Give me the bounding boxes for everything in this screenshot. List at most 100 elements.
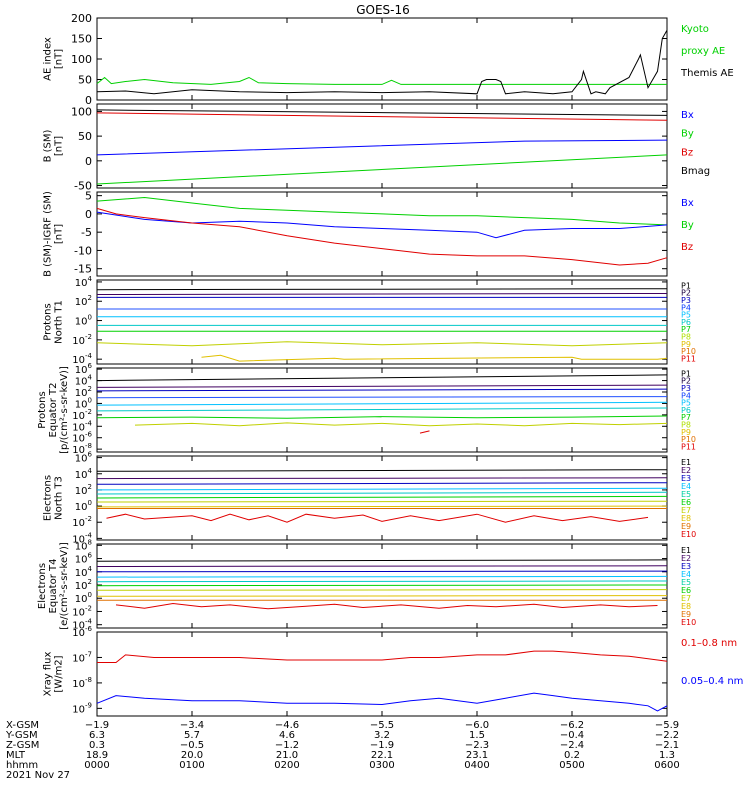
y-tick-label: 108	[75, 538, 92, 552]
series-line-p9	[134, 422, 668, 427]
x-axis-value: 23.1	[466, 750, 488, 761]
y-axis-label: [e/(cm²-s-sr-keV)]	[59, 542, 70, 630]
series-line-p11	[419, 430, 430, 434]
y-axis-label: North T3	[54, 476, 65, 520]
y-axis-label: [nT]	[54, 49, 65, 69]
legend-entry: E10	[681, 618, 696, 627]
legend-entry: E6	[681, 498, 691, 507]
y-tick-label: 200	[71, 12, 92, 25]
x-axis-value: 1.3	[659, 750, 675, 761]
series-line-e4	[96, 575, 668, 578]
y-tick-label: 0	[85, 208, 92, 221]
series-line-p2	[96, 293, 668, 295]
y-tick-label: 104	[75, 467, 93, 481]
y-tick-label: 0	[85, 155, 92, 168]
series-line-bz	[96, 207, 668, 266]
y-tick-label: 100	[71, 105, 92, 118]
y-tick-label: 104	[75, 374, 93, 388]
series-line-e2	[96, 477, 668, 480]
series-line-e7	[96, 500, 668, 503]
y-tick-label: 106	[75, 362, 93, 376]
y-tick-label: 102	[75, 483, 92, 497]
x-axis-value: −2.3	[465, 740, 489, 751]
y-tick-label: 150	[71, 33, 92, 46]
x-axis-value: 6.3	[89, 730, 105, 741]
x-axis-value: −1.9	[370, 740, 394, 751]
y-axis-label: B (SM)-IGRF (SM)	[43, 191, 54, 277]
series-line-e10	[115, 602, 658, 610]
series-line-e3	[96, 570, 668, 573]
series-line-e1	[96, 469, 668, 472]
series-line-e8	[96, 595, 668, 597]
legend-entry: P3	[681, 384, 691, 393]
series-line-p5	[96, 401, 668, 406]
y-tick-label: 106	[75, 451, 93, 465]
series-line-bmag	[96, 109, 668, 116]
legend-entry: P11	[681, 354, 696, 363]
y-tick-label: -5	[81, 226, 92, 239]
y-tick-label: 100	[71, 53, 92, 66]
x-axis-value: 4.6	[279, 730, 295, 741]
y-axis-label: North T1	[54, 300, 65, 344]
panel-bigrf: 5 0 -5 -10 -15 B (SM)-IGRF (SM) [nT] Bx By Bz	[43, 190, 694, 277]
panel-frame	[96, 17, 668, 101]
x-axis-value: 21.0	[276, 750, 298, 761]
series-line-p1	[96, 374, 668, 382]
legend-entry: E2	[681, 554, 691, 563]
y-tick-label: 10-2	[72, 408, 92, 422]
panel-frame	[96, 631, 668, 717]
y-tick-label: 10-2	[72, 604, 92, 618]
legend-entry: E6	[681, 586, 691, 595]
legend-entry: Bz	[681, 242, 693, 253]
y-tick-label: 5	[85, 190, 92, 203]
y-tick-label: 10-6	[72, 625, 92, 639]
panel-frame	[96, 279, 668, 365]
legend-entry: E9	[681, 522, 691, 531]
x-axis-value: 0600	[654, 760, 679, 771]
series-line-e1	[96, 559, 668, 562]
legend-entry: P7	[681, 413, 691, 422]
legend-entry: P2	[681, 377, 691, 386]
series-line-kyoto-proxy-ae	[96, 76, 667, 85]
series-line-p6	[96, 407, 668, 412]
x-axis-value: −3.4	[180, 720, 204, 731]
legend-entry: P3	[681, 296, 691, 305]
x-axis-value: 5.7	[184, 730, 200, 741]
x-axis-value: 0.2	[564, 750, 580, 761]
legend-entry: E5	[681, 578, 691, 587]
legend-entry: P5	[681, 311, 691, 320]
legend-entry: P1	[681, 369, 691, 378]
series-line-e5	[96, 491, 668, 495]
x-axis-value: −2.2	[655, 730, 679, 741]
y-tick-label: 10-4	[72, 419, 92, 433]
legend-entry: P6	[681, 406, 691, 415]
x-axis-value: −1.9	[85, 720, 109, 731]
y-tick-label: 10-7	[72, 650, 92, 664]
legend-entry: By	[681, 129, 694, 140]
y-tick-label: 100	[75, 499, 92, 513]
legend-entry: E9	[681, 610, 691, 619]
plot-title: GOES-16	[356, 3, 410, 17]
y-tick-label: 10-4	[72, 352, 92, 366]
series-line-p9	[201, 354, 668, 362]
y-tick-label: 50	[78, 74, 92, 87]
legend-entry: P9	[681, 428, 691, 437]
x-axis-value: 22.1	[371, 750, 393, 761]
legend-entry: E8	[681, 514, 691, 523]
legend-entry: Bmag	[681, 166, 710, 177]
x-axis-row-label: Y-GSM	[5, 730, 38, 741]
legend-entry: P1	[681, 281, 691, 290]
legend-entry: Bx	[681, 110, 694, 121]
series-line-p8	[96, 341, 668, 347]
x-axis-value: 1.5	[469, 730, 485, 741]
x-axis-ephemeris: X-GSM −1.9 −3.4 −4.6 −5.5 −6.0 −6.2 −5.9 Y-GSM 6.…	[5, 720, 680, 781]
legend-entry: E8	[681, 602, 691, 611]
x-axis-value: −4.6	[275, 720, 299, 731]
y-axis-label: [p/(cm²-s-sr-keV)]	[59, 366, 70, 454]
x-axis-value: −6.0	[465, 720, 489, 731]
legend-entry: E10	[681, 530, 696, 539]
